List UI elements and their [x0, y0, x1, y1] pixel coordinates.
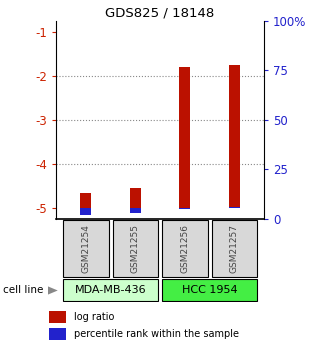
FancyBboxPatch shape	[63, 279, 158, 301]
FancyBboxPatch shape	[113, 220, 158, 277]
Bar	[130, 188, 141, 208]
FancyBboxPatch shape	[162, 220, 208, 277]
Title: GDS825 / 18148: GDS825 / 18148	[105, 7, 215, 20]
Bar	[81, 193, 91, 208]
Text: GSM21255: GSM21255	[131, 224, 140, 273]
FancyBboxPatch shape	[49, 328, 66, 340]
FancyBboxPatch shape	[63, 220, 109, 277]
Text: GSM21254: GSM21254	[81, 224, 90, 273]
Text: cell line: cell line	[3, 286, 44, 295]
Bar	[81, 208, 91, 215]
Bar	[130, 208, 141, 213]
Polygon shape	[48, 286, 58, 295]
Text: HCC 1954: HCC 1954	[182, 285, 237, 295]
FancyBboxPatch shape	[212, 220, 257, 277]
Text: MDA-MB-436: MDA-MB-436	[75, 285, 147, 295]
FancyBboxPatch shape	[49, 310, 66, 323]
Bar	[229, 207, 240, 208]
Bar	[229, 65, 240, 208]
Bar	[180, 208, 190, 209]
Text: percentile rank within the sample: percentile rank within the sample	[74, 329, 239, 339]
Text: GSM21257: GSM21257	[230, 224, 239, 273]
Text: GSM21256: GSM21256	[180, 224, 189, 273]
Text: log ratio: log ratio	[74, 312, 114, 322]
FancyBboxPatch shape	[162, 279, 257, 301]
Bar	[180, 67, 190, 208]
